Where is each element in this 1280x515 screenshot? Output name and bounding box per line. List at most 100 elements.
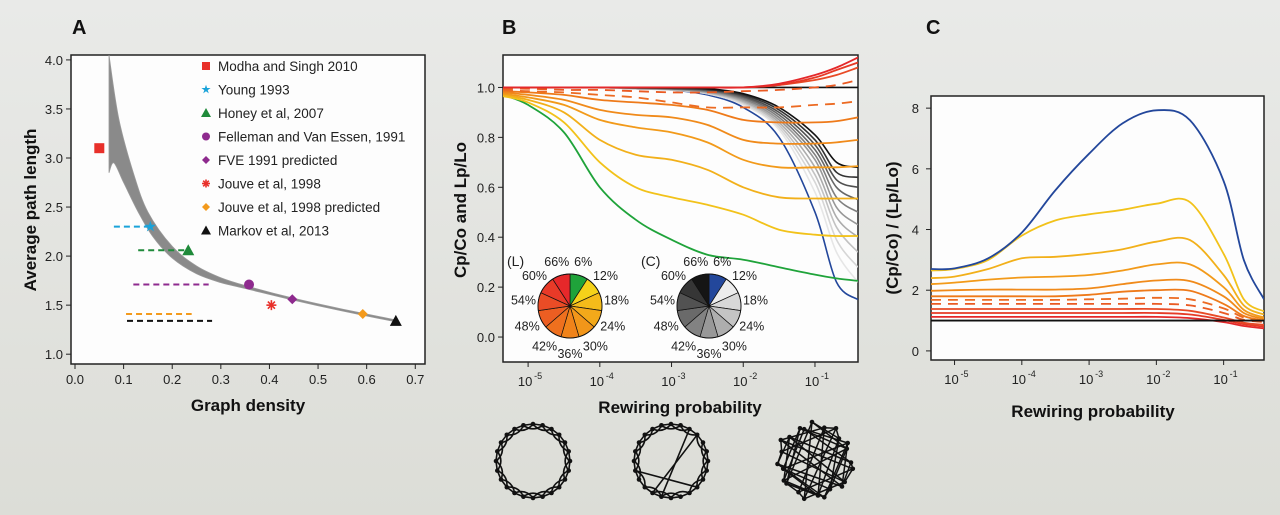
pie-slice-label: 6% (713, 255, 731, 269)
network-node (642, 484, 648, 490)
series-24% (931, 261, 1264, 319)
network-node (801, 426, 807, 432)
y-tick-label: 0.4 (477, 230, 495, 245)
pie-legend-l: (L) 6%12% 18% 24% 30%36%42% 48% 54% 60%66% (507, 253, 629, 361)
x-tick-label: 0.7 (406, 372, 424, 387)
y-tick-label: 2.5 (45, 200, 63, 215)
network-random (775, 419, 856, 502)
network-node (848, 460, 854, 465)
network-node (633, 449, 638, 454)
x-tick-exponent: -3 (678, 371, 686, 381)
x-tick-exponent: -4 (1028, 369, 1036, 379)
network-node (521, 494, 526, 500)
y-tick-label: 8 (912, 101, 919, 116)
confidence-band (108, 55, 397, 323)
pie-slice-label: 66% (544, 255, 569, 269)
network-edge (844, 468, 854, 483)
pie-slice-label: 12% (732, 269, 757, 283)
series-6% (931, 109, 1264, 300)
network-node (842, 479, 847, 485)
pie-legends: (L) 6%12%18%24%30%36%42%48%54%60%66% (C) 6%… (507, 253, 768, 361)
network-node (700, 440, 706, 445)
legend-label: Modha and Singh 2010 (218, 59, 358, 74)
pie-slice-label: 6% (574, 255, 592, 269)
y-tick-label: 6 (912, 162, 919, 177)
x-ticks-c: 10 -5 10 -4 10 -3 10 -2 10 -1 (944, 360, 1238, 387)
x-tick-label: 0.6 (358, 372, 376, 387)
x-axis-label-a: Graph density (191, 396, 306, 415)
pie-slice-label: 54% (650, 293, 675, 307)
network-edge (780, 439, 854, 470)
marker-diamond (287, 294, 298, 305)
marker-diamond (202, 203, 210, 211)
network-node (493, 458, 499, 464)
x-ticks-b: 10 -5 10 -4 10 -3 10 -2 10 -1 (518, 362, 829, 389)
network-edge (829, 448, 848, 490)
panel-letter-b: B (502, 17, 516, 39)
series-l-36% (503, 90, 858, 124)
series-36% (931, 288, 1264, 322)
marker-triangle (201, 108, 211, 117)
network-node (567, 458, 573, 464)
network-node (498, 477, 504, 482)
y-tick-label: 0.6 (477, 180, 495, 195)
x-tick-exponent: -4 (606, 371, 614, 381)
network-node (512, 490, 517, 496)
y-tick-label: 0.8 (477, 130, 495, 145)
pie-slice-label: 12% (593, 269, 618, 283)
pie-slice-label: 36% (696, 347, 721, 361)
series-18% (931, 236, 1264, 316)
y-ticks-c: 0 2 4 6 8 (912, 101, 931, 359)
network-node (687, 426, 692, 432)
network-node (778, 437, 784, 443)
network-node (822, 495, 827, 500)
band-layer (108, 55, 397, 323)
x-tick-label: 10 (1079, 372, 1093, 387)
network-node (700, 477, 706, 482)
legend-label: Young 1993 (218, 83, 290, 98)
network-edge (803, 421, 813, 499)
lines-layer-c (931, 109, 1264, 330)
pie-legend-c: (C) 6%12% 18% 24% 30%36%42% 48% 54% 60%66% (641, 253, 768, 361)
y-tick-label: 1.5 (45, 298, 63, 313)
network-node (566, 449, 571, 454)
x-tick-label: 10 (944, 372, 958, 387)
pie-slice-label: 24% (600, 320, 625, 334)
legend-label: Felleman and Van Essen, 1991 (218, 130, 405, 145)
network-node (833, 426, 839, 431)
network-node (530, 421, 536, 427)
network-node (530, 495, 536, 501)
panel-a: A 0.0 0.1 0.2 0.3 0.4 0.5 0.6 0.7 1.0 1.5 2.0 2.5 3… (21, 17, 426, 415)
network-edge (782, 442, 848, 470)
network-node (504, 432, 510, 438)
network-node (784, 481, 789, 486)
pie-outline (537, 273, 603, 339)
y-tick-label: 4.0 (45, 53, 63, 68)
x-tick-exponent: -5 (534, 371, 542, 381)
network-node (495, 468, 500, 473)
series-12% (931, 197, 1264, 313)
network-node (668, 421, 674, 427)
x-tick-exponent: -2 (749, 371, 757, 381)
series-42% (931, 296, 1264, 323)
network-node (498, 440, 504, 445)
series-l-66% (503, 56, 858, 89)
pie-slice-label: 42% (532, 340, 557, 354)
marker-asterisk (202, 179, 210, 188)
network-node (521, 423, 526, 428)
network-node (556, 432, 562, 438)
pie-title: (C) (641, 253, 660, 269)
legend-a: Modha and Singh 2010 Young 1993 Honey et a… (201, 59, 405, 239)
marker-star (144, 220, 157, 232)
y-tick-label: 0.2 (477, 280, 495, 295)
pie-slice-label: 30% (722, 340, 747, 354)
network-node (694, 484, 700, 490)
x-tick-label: 10 (805, 374, 819, 389)
legend-label: Jouve et al, 1998 predicted (218, 200, 380, 215)
network-node (642, 432, 648, 438)
series-l-48% (503, 79, 858, 94)
network-node (775, 461, 780, 467)
network-node (781, 478, 787, 483)
